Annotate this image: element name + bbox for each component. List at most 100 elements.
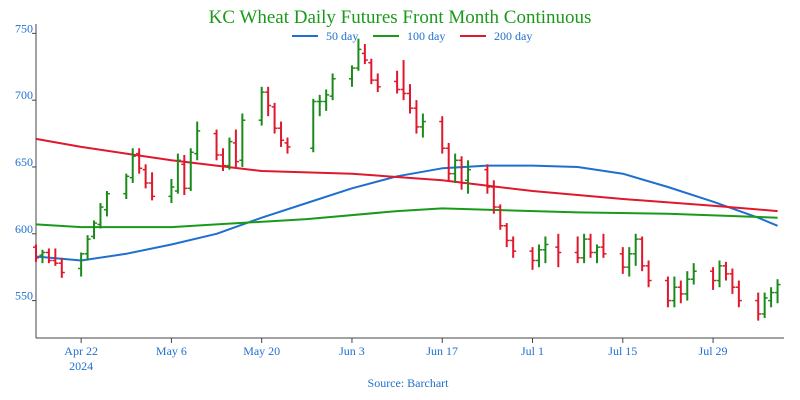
ohlc-bar xyxy=(220,148,226,171)
ohlc-bar xyxy=(310,98,317,153)
x-tick-label: May 6 xyxy=(156,344,187,358)
ohlc-bar xyxy=(671,276,678,308)
ohlc-bars xyxy=(33,38,781,321)
ohlc-bar xyxy=(768,287,775,308)
ohlc-bar xyxy=(213,129,220,161)
y-tick-label: 700 xyxy=(15,88,33,102)
ohlc-bar xyxy=(149,172,156,201)
ohlc-bar xyxy=(619,247,626,274)
ohlc-bar xyxy=(97,203,104,229)
ohlc-bar xyxy=(123,173,130,200)
ohlc-bar xyxy=(52,248,59,266)
ohlc-bar xyxy=(529,247,536,270)
ohlc-bar xyxy=(465,160,472,194)
ohlc-bar xyxy=(239,113,246,167)
ohlc-bar xyxy=(574,236,581,264)
ohlc-bar xyxy=(484,164,491,194)
ohlc-bar xyxy=(581,233,588,264)
ohlc-bar xyxy=(84,235,91,261)
ohlc-bar xyxy=(368,58,375,85)
ohlc-bar xyxy=(181,154,188,196)
ohlc-bar xyxy=(91,220,98,240)
ohlc-bar xyxy=(639,236,646,272)
ohlc-bar xyxy=(361,44,368,65)
ohlc-bar xyxy=(136,148,143,174)
ohlc-bar xyxy=(226,137,233,170)
legend: 50 day 100 day 200 day xyxy=(292,29,532,43)
ohlc-bar xyxy=(510,236,517,258)
ohlc-bar xyxy=(187,148,194,192)
ohlc-bar xyxy=(39,249,46,264)
series-line-50-day xyxy=(35,164,778,262)
ohlc-bar xyxy=(594,244,600,264)
ohlc-bar xyxy=(355,38,362,71)
ohlc-bar xyxy=(374,73,381,93)
ohlc-bar xyxy=(626,247,633,277)
legend-label: 50 day xyxy=(326,29,358,43)
ohlc-bar xyxy=(555,233,562,268)
x-tick-label: Jun 3 xyxy=(339,344,365,358)
ohlc-bar xyxy=(542,236,549,264)
ohlc-bar xyxy=(142,164,149,189)
ohlc-bar xyxy=(645,260,652,288)
ohlc-bar xyxy=(316,94,323,117)
ohlc-bar xyxy=(129,148,136,184)
ohlc-bar xyxy=(232,129,239,167)
ohlc-bar xyxy=(258,86,265,126)
series-line-200-day xyxy=(35,137,778,213)
x-tick-label: Jul 15 xyxy=(608,344,637,358)
ohlc-bar xyxy=(103,191,110,217)
ohlc-bar xyxy=(677,280,684,304)
ohlc-bar xyxy=(600,233,607,258)
ohlc-bar xyxy=(497,204,504,230)
x-tick-label: Jul 1 xyxy=(521,344,544,358)
ohlc-bar xyxy=(445,142,452,181)
ohlc-bar xyxy=(419,113,426,138)
ohlc-bar xyxy=(329,73,336,101)
ohlc-bar xyxy=(271,102,278,134)
ohlc-bar xyxy=(265,86,272,117)
ohlc-bar xyxy=(684,271,691,301)
chart-title: KC Wheat Daily Futures Front Month Conti… xyxy=(209,7,592,28)
ohlc-bar xyxy=(716,260,723,288)
ohlc-bar xyxy=(755,292,762,321)
ohlc-bar xyxy=(690,263,697,285)
ohlc-bar xyxy=(78,252,85,277)
y-tick-label: 750 xyxy=(15,21,33,35)
source-note: Source: Barchart xyxy=(368,376,450,390)
x-tick-label: Jul 29 xyxy=(699,344,728,358)
moving-average-lines xyxy=(35,137,778,262)
x-tick-sublabel: 2024 xyxy=(69,359,93,373)
ohlc-bar xyxy=(284,137,291,154)
y-tick-label: 600 xyxy=(15,222,33,236)
ohlc-bar xyxy=(413,100,420,134)
ohlc-bar xyxy=(535,244,542,268)
series-line-100-day xyxy=(35,207,778,229)
ohlc-bar xyxy=(194,121,201,161)
ohlc-bar xyxy=(58,257,65,278)
ohlc-bar xyxy=(168,178,175,204)
y-tick-label: 550 xyxy=(15,289,33,303)
ohlc-bar xyxy=(490,180,497,214)
x-tick-label: May 20 xyxy=(243,344,280,358)
ohlc-bar xyxy=(323,89,330,111)
ohlc-bar xyxy=(587,233,594,258)
ohlc-bar xyxy=(174,153,181,194)
ohlc-bar xyxy=(664,276,671,308)
x-tick-label: Apr 22 xyxy=(64,344,98,358)
ohlc-bar xyxy=(278,121,285,147)
ohlc-bar xyxy=(458,156,465,190)
ohlc-bar xyxy=(348,65,355,87)
ohlc-bar xyxy=(452,153,459,184)
ohlc-bar xyxy=(33,244,39,262)
ohlc-bar xyxy=(710,267,717,290)
legend-label: 200 day xyxy=(494,29,532,43)
ohlc-bar xyxy=(735,280,742,308)
ohlc-bar xyxy=(439,116,446,154)
ohlc-bar xyxy=(400,60,407,101)
ohlc-bar xyxy=(774,279,781,304)
ohlc-bar xyxy=(394,70,401,94)
x-tick-label: Jun 17 xyxy=(426,344,458,358)
